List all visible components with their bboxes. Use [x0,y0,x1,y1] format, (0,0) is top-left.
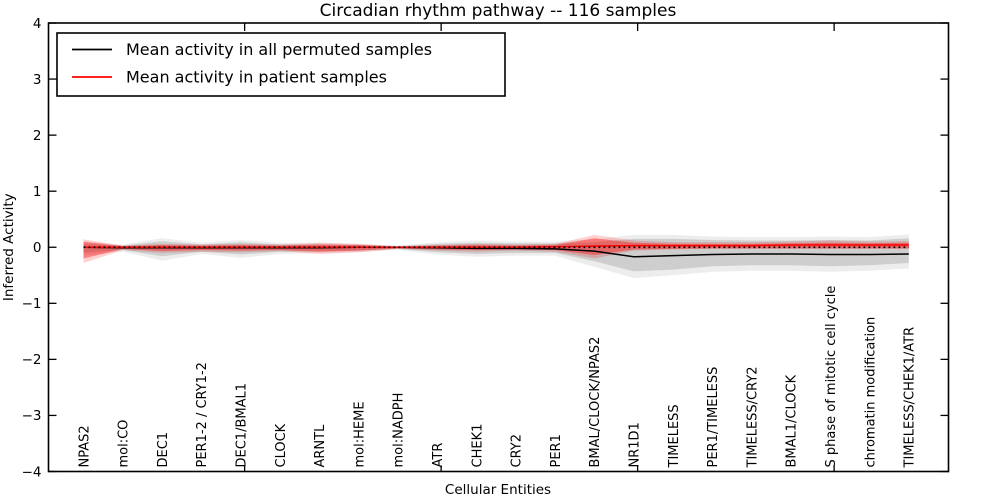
category-label: mol:HEME [352,401,367,467]
y-tick-label: −4 [22,464,42,480]
category-label: DEC1/BMAL1 [235,383,250,468]
category-label: CLOCK [274,423,289,467]
y-axis-label: Inferred Activity [1,193,17,301]
y-tick-label: 1 [33,184,42,200]
legend-label-patient: Mean activity in patient samples [126,68,387,87]
y-tick-label: 0 [33,240,42,256]
category-label: TIMELESS [667,404,682,468]
y-tick-label: 3 [33,72,42,88]
category-label: DEC1 [156,432,171,468]
legend: Mean activity in all permuted samples Me… [56,32,506,97]
category-label: mol:NADPH [392,393,407,468]
y-tick-label: −2 [22,352,42,368]
chart-title: Circadian rhythm pathway -- 116 samples [320,1,677,21]
y-tick-label: −1 [22,296,42,312]
category-label: PER1 [549,434,564,467]
y-tick-label: −3 [22,408,42,424]
y-tick-labels: −4 −3 −2 −1 0 1 2 3 4 [22,16,42,480]
category-label: BMAL1/CLOCK [785,374,800,467]
category-label: CRY2 [510,434,525,468]
y-tick-label: 4 [33,16,42,32]
category-label: TIMELESS/CHEK1/ATR [903,327,918,469]
category-label: ATR [431,443,446,468]
category-label: NR1D1 [628,422,643,467]
category-label: PER1/TIMELESS [706,367,721,468]
confidence-bands [83,234,909,279]
category-label: NPAS2 [77,425,92,467]
category-label: TIMELESS/CRY2 [745,366,760,468]
x-axis-label: Cellular Entities [445,482,551,498]
axis-ticks [48,22,949,473]
category-label: chromatin modification [863,317,878,468]
category-label: S phase of mitotic cell cycle [824,286,839,468]
category-label: ARNTL [313,424,328,468]
legend-box [56,32,506,97]
y-tick-label: 2 [33,128,42,144]
category-label: mol:CO [117,420,132,468]
category-label: PER1-2 / CRY1-2 [195,362,210,467]
line-patient-mean [83,244,909,248]
category-label: CHEK1 [470,424,485,468]
legend-label-permuted: Mean activity in all permuted samples [126,40,432,59]
data-lines [83,244,909,258]
x-category-labels: NPAS2 mol:CO DEC1 PER1-2 / CRY1-2 DEC1/BMAL1… [77,286,917,469]
category-label: BMAL/CLOCK/NPAS2 [588,337,603,468]
